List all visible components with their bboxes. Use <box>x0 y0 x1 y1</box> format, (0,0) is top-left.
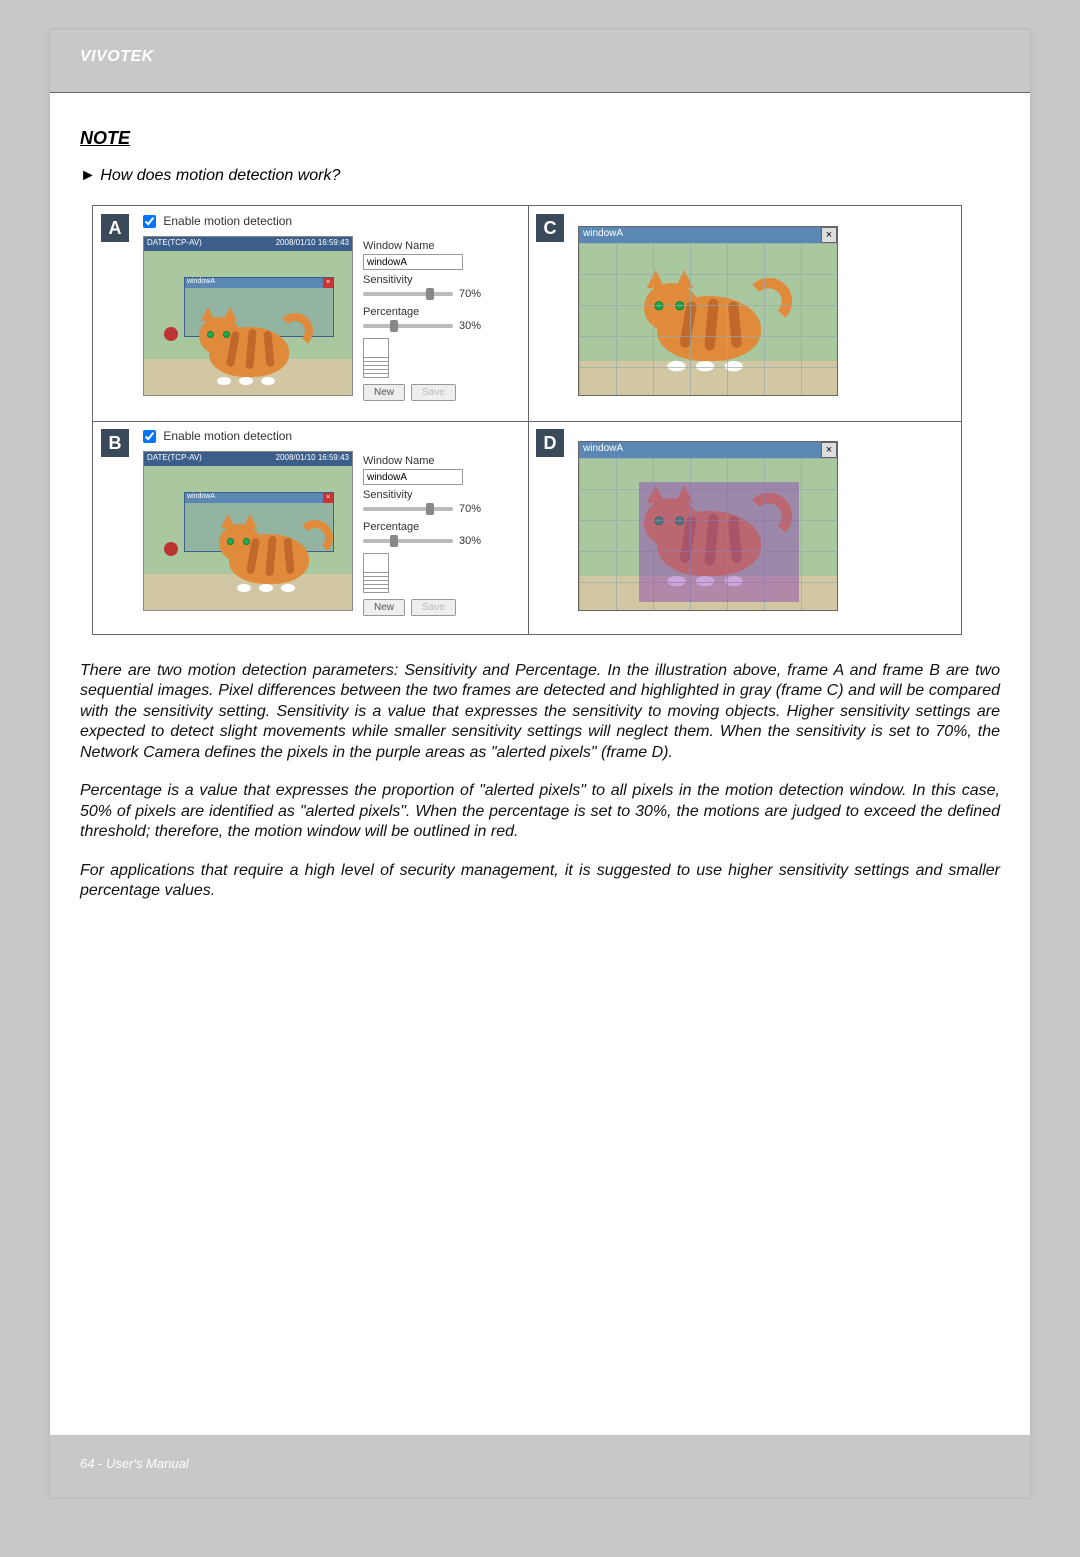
footer-band: 64 - User's Manual <box>50 1435 1030 1497</box>
footer-text: 64 - User's Manual <box>80 1456 189 1471</box>
diagram-cell-d: D windowA × <box>528 421 963 636</box>
enable-motion-label: Enable motion detection <box>163 429 292 443</box>
cell-letter-c: C <box>536 214 564 242</box>
titlebar-right: 2008/01/10 16:59:43 <box>276 238 349 250</box>
enable-motion-row-a: Enable motion detection <box>143 214 292 228</box>
cell-letter-a: A <box>101 214 129 242</box>
titlebar-left: DATE(TCP-AV) <box>147 453 202 465</box>
window-name-input[interactable] <box>363 254 463 270</box>
window-name-label: Window Name <box>363 240 518 252</box>
content-area: NOTE ► How does motion detection work? A… <box>80 128 1000 920</box>
cat-illustration <box>219 514 319 594</box>
cell-letter-b: B <box>101 429 129 457</box>
sensitivity-label: Sensitivity <box>363 489 518 501</box>
note-question: ► How does motion detection work? <box>80 167 1000 185</box>
preview-titlebar: DATE(TCP-AV) 2008/01/10 16:59:43 <box>144 237 352 251</box>
enable-motion-checkbox[interactable] <box>143 430 156 443</box>
close-icon[interactable]: × <box>323 493 333 503</box>
paragraph-1: There are two motion detection parameter… <box>80 661 1000 763</box>
window-title: windowA <box>583 228 623 239</box>
controls-panel-b: Window Name Sensitivity 70% Percentage 3… <box>363 451 518 616</box>
new-button[interactable]: New <box>363 384 405 401</box>
preview-titlebar: DATE(TCP-AV) 2008/01/10 16:59:43 <box>144 452 352 466</box>
level-indicator <box>363 553 389 593</box>
cat-illustration <box>199 307 299 387</box>
enable-motion-row-b: Enable motion detection <box>143 429 292 443</box>
sensitivity-label: Sensitivity <box>363 274 518 286</box>
percentage-slider[interactable] <box>363 324 453 328</box>
sensitivity-slider[interactable] <box>363 507 453 511</box>
enable-motion-checkbox[interactable] <box>143 215 156 228</box>
diagram-grid: A Enable motion detection DATE(TCP-AV) 2… <box>92 205 962 635</box>
cell-letter-d: D <box>536 429 564 457</box>
close-icon[interactable]: × <box>821 227 837 243</box>
diagram-cell-a: A Enable motion detection DATE(TCP-AV) 2… <box>93 206 528 421</box>
cat-illustration <box>644 270 774 374</box>
paragraph-3: For applications that require a high lev… <box>80 861 1000 902</box>
yarn-icon <box>164 327 178 341</box>
controls-panel-a: Window Name Sensitivity 70% Percentage 3… <box>363 236 518 401</box>
paragraph-2: Percentage is a value that expresses the… <box>80 781 1000 842</box>
sensitivity-value: 70% <box>459 503 481 515</box>
sensitivity-slider[interactable] <box>363 292 453 296</box>
slider-thumb[interactable] <box>390 535 398 547</box>
alerted-pixels-overlay <box>639 482 799 602</box>
body-text: There are two motion detection parameter… <box>80 661 1000 902</box>
sensitivity-value: 70% <box>459 288 481 300</box>
window-header: windowA × <box>579 442 837 458</box>
titlebar-left: DATE(TCP-AV) <box>147 238 202 250</box>
yarn-icon <box>164 542 178 556</box>
motion-window-header: windowA× <box>185 278 333 288</box>
window-header: windowA × <box>579 227 837 243</box>
close-icon[interactable]: × <box>821 442 837 458</box>
header-band: VIVOTEK <box>50 30 1030 92</box>
percentage-value: 30% <box>459 535 481 547</box>
motion-window-header: windowA× <box>185 493 333 503</box>
percentage-label: Percentage <box>363 306 518 318</box>
save-button[interactable]: Save <box>411 599 456 616</box>
header-rule <box>50 92 1030 93</box>
motion-window-c: windowA × <box>578 226 838 396</box>
window-title: windowA <box>583 443 623 454</box>
close-icon[interactable]: × <box>323 278 333 288</box>
diagram-cell-b: B Enable motion detection DATE(TCP-AV) 2… <box>93 421 528 636</box>
save-button[interactable]: Save <box>411 384 456 401</box>
percentage-label: Percentage <box>363 521 518 533</box>
percentage-value: 30% <box>459 320 481 332</box>
enable-motion-label: Enable motion detection <box>163 214 292 228</box>
slider-thumb[interactable] <box>426 288 434 300</box>
titlebar-right: 2008/01/10 16:59:43 <box>276 453 349 465</box>
video-preview-a: DATE(TCP-AV) 2008/01/10 16:59:43 windowA… <box>143 236 353 396</box>
motion-window-d: windowA × <box>578 441 838 611</box>
diagram-cell-c: C windowA × <box>528 206 963 421</box>
window-name-label: Window Name <box>363 455 518 467</box>
level-indicator <box>363 338 389 378</box>
new-button[interactable]: New <box>363 599 405 616</box>
manual-page: VIVOTEK NOTE ► How does motion detection… <box>50 30 1030 1497</box>
percentage-slider[interactable] <box>363 539 453 543</box>
brand-label: VIVOTEK <box>80 48 154 66</box>
slider-thumb[interactable] <box>390 320 398 332</box>
slider-thumb[interactable] <box>426 503 434 515</box>
window-name-input[interactable] <box>363 469 463 485</box>
video-preview-b: DATE(TCP-AV) 2008/01/10 16:59:43 windowA… <box>143 451 353 611</box>
note-heading: NOTE <box>80 128 1000 149</box>
